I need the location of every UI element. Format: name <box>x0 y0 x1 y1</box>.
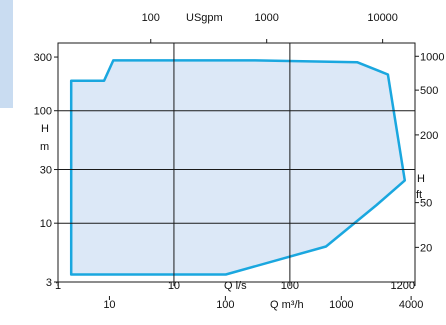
x-bottom-ls-tick-label: 1200 <box>391 280 415 292</box>
y-left-tick-label: 3 <box>46 277 52 289</box>
x-bottom-ls-tick-label: 10 <box>168 280 180 292</box>
y-right-tick-label: 1000 <box>420 51 444 63</box>
y-left-axis-label-h: H <box>41 123 49 135</box>
y-right-tick-label: 50 <box>420 198 432 210</box>
x-bottom-m3h-tick-label: 1000 <box>329 299 353 311</box>
x-bottom-axis-label-m3h: Q m³/h <box>270 299 304 311</box>
x-top-tick-label: 1000 <box>254 12 278 24</box>
y-left-tick-label: 100 <box>34 106 52 118</box>
y-right-tick-label: 200 <box>420 130 438 142</box>
side-strip-decoration <box>0 0 13 108</box>
x-bottom-ls-tick-label: 100 <box>281 280 299 292</box>
x-bottom-m3h-tick-label: 4000 <box>399 299 423 311</box>
y-left-tick-label: 30 <box>40 165 52 177</box>
x-bottom-m3h-tick-label: 10 <box>103 299 115 311</box>
x-top-axis-label: USgpm <box>186 12 223 24</box>
y-left-tick-label: 10 <box>40 218 52 230</box>
y-left-tick-label: 300 <box>34 52 52 64</box>
y-left-axis-label-unit: m <box>40 141 49 153</box>
operating-envelope-area-0 <box>69 59 407 276</box>
x-top-tick-label: 100 <box>142 12 160 24</box>
y-right-tick-label: 20 <box>420 242 432 254</box>
x-bottom-axis-label-ls: Q l/s <box>224 280 247 292</box>
plot-frame <box>57 42 416 283</box>
y-right-axis-label-unit: ft <box>416 189 422 201</box>
x-top-tick-label: 10000 <box>367 12 398 24</box>
x-bottom-m3h-tick-label: 100 <box>216 299 234 311</box>
x-bottom-ls-tick-label: 1 <box>55 280 61 292</box>
y-right-tick-label: 500 <box>420 85 438 97</box>
y-right-axis-label-h: H <box>417 173 425 185</box>
